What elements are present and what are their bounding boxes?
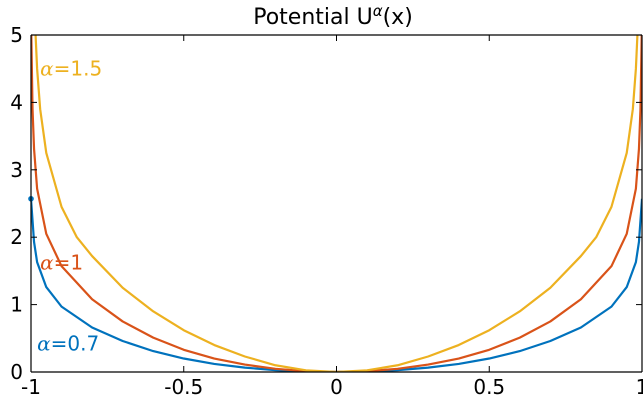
y-tick-label: 3 bbox=[10, 158, 23, 182]
annotation-value: =1 bbox=[54, 251, 83, 275]
series-annotation-0: α=1.5 bbox=[40, 56, 102, 80]
series-layer bbox=[28, 35, 642, 372]
y-tick-label: 1 bbox=[10, 293, 23, 317]
annotation-value: =0.7 bbox=[51, 331, 100, 355]
y-tick-label: 2 bbox=[10, 225, 23, 249]
series-line-1 bbox=[31, 35, 642, 372]
y-tick-label: 5 bbox=[10, 23, 23, 47]
annotation-alpha-symbol: α bbox=[40, 251, 54, 275]
y-tick-label: 0 bbox=[10, 360, 23, 384]
chart-title-main: Potential U bbox=[253, 5, 372, 30]
x-tick-label: 1 bbox=[636, 375, 643, 399]
chart-title: Potential Uα(x) bbox=[253, 2, 413, 30]
annotation-alpha-symbol: α bbox=[40, 56, 54, 80]
series-annotation-1: α=1 bbox=[40, 251, 83, 275]
chart-title-superscript: α bbox=[373, 2, 383, 20]
axes-layer: -1 -0.5 0 0.5 1 0 1 2 3 4 5 bbox=[10, 23, 643, 399]
x-tick-label: -0.5 bbox=[164, 375, 203, 399]
annotation-alpha-symbol: α bbox=[37, 331, 51, 355]
series-line-2 bbox=[34, 35, 639, 372]
x-tick-label: -1 bbox=[21, 375, 41, 399]
y-tick-label: 4 bbox=[10, 90, 23, 114]
annotation-value: =1.5 bbox=[54, 56, 103, 80]
series-annotation-2: α=0.7 bbox=[37, 331, 99, 355]
annotation-layer: α=1.5α=1α=0.7 bbox=[37, 56, 102, 355]
x-tick-label: 0 bbox=[330, 375, 343, 399]
chart-title-suffix: (x) bbox=[383, 5, 413, 30]
x-tick-label: 0.5 bbox=[473, 375, 505, 399]
series-line-0 bbox=[31, 198, 642, 372]
